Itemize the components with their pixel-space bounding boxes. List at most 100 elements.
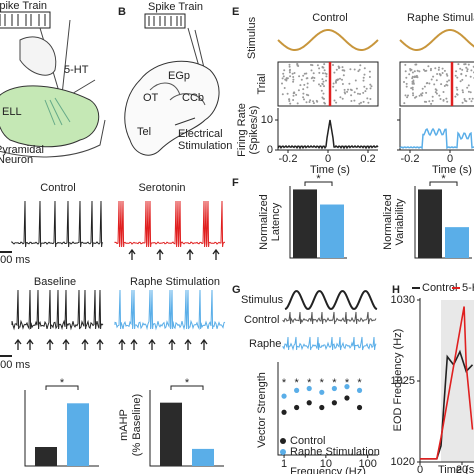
point bbox=[319, 404, 325, 411]
raster-dot bbox=[348, 82, 351, 85]
raster-dot bbox=[298, 75, 301, 78]
legend-marker bbox=[280, 438, 286, 444]
raster-dot bbox=[433, 83, 436, 86]
point bbox=[306, 385, 312, 392]
x-axis-label: Frequency (Hz) bbox=[290, 466, 366, 474]
trace-label: Stimulus bbox=[241, 294, 284, 306]
raster-dot bbox=[312, 72, 315, 75]
raster-dot bbox=[293, 91, 296, 94]
raster-dot bbox=[405, 82, 408, 85]
significance-mark: * bbox=[294, 377, 299, 389]
rate-trace bbox=[277, 119, 379, 150]
raster-dot bbox=[296, 63, 299, 66]
raster-dot bbox=[323, 69, 326, 72]
region-label: Tel bbox=[137, 126, 151, 138]
raster-dot bbox=[303, 98, 305, 101]
raster-dot bbox=[323, 63, 326, 66]
raster-dot bbox=[469, 91, 472, 94]
raster-dot bbox=[318, 67, 321, 70]
x-tick-label: 10 bbox=[320, 458, 332, 470]
label: (Spikes/s) bbox=[248, 106, 260, 155]
significance-bracket bbox=[45, 385, 79, 390]
raster-dot bbox=[443, 69, 446, 72]
y-axis-label: Normalized bbox=[258, 194, 270, 250]
raster-dot bbox=[445, 73, 448, 76]
raster-dot bbox=[440, 83, 443, 86]
raster-dot bbox=[282, 72, 285, 75]
stim-arrow bbox=[148, 338, 156, 350]
raster-dot bbox=[302, 88, 305, 91]
raster-dot bbox=[320, 89, 323, 92]
raster-dot bbox=[292, 76, 295, 78]
raster-dot bbox=[439, 73, 442, 76]
illustration-label: Neuron bbox=[0, 154, 33, 166]
illustration-label: Stimulation bbox=[178, 140, 232, 152]
raster-dot bbox=[288, 65, 291, 68]
raster-dot bbox=[346, 90, 349, 93]
raster-dot bbox=[448, 79, 450, 82]
raster-dot bbox=[343, 69, 346, 72]
raster-dot bbox=[461, 78, 464, 81]
scale-label: 100 ms bbox=[0, 254, 31, 266]
raster-dot bbox=[467, 84, 470, 87]
voltage-trace bbox=[282, 336, 377, 351]
raster-dot bbox=[337, 78, 340, 81]
x-tick-label: 1 bbox=[281, 458, 287, 470]
raster-dot bbox=[446, 84, 449, 87]
raster-dot bbox=[441, 72, 444, 74]
raster-dot bbox=[425, 82, 428, 85]
stim-arrow bbox=[184, 338, 192, 350]
raster-dot bbox=[353, 91, 356, 94]
voltage-trace bbox=[11, 200, 104, 248]
raster-dot bbox=[435, 92, 438, 95]
raster-dot bbox=[322, 72, 324, 75]
raster-dot bbox=[350, 94, 353, 97]
raster-dot bbox=[363, 85, 366, 88]
raster-dot bbox=[322, 92, 325, 95]
illustration-label: Spike Train bbox=[0, 0, 47, 12]
raster-dot bbox=[409, 69, 412, 72]
raster-dot bbox=[446, 100, 449, 103]
y-tick-label: 1020 bbox=[391, 456, 415, 468]
trace-label: Raphe bbox=[249, 338, 281, 350]
raster-dot bbox=[338, 67, 340, 69]
raster-dot bbox=[461, 89, 464, 92]
raster-dot bbox=[406, 96, 409, 99]
raster-dot bbox=[369, 83, 372, 86]
x-tick-label: -0.2 bbox=[279, 153, 298, 165]
raster-dot bbox=[319, 85, 322, 87]
point bbox=[319, 389, 325, 395]
raster-dot bbox=[341, 83, 344, 85]
raster-dot bbox=[362, 79, 365, 82]
panel-label: G bbox=[232, 284, 241, 296]
raster-dot bbox=[405, 85, 408, 88]
point bbox=[356, 387, 363, 393]
raster-dot bbox=[454, 74, 457, 77]
raster-dot bbox=[468, 97, 471, 100]
raster-dot bbox=[467, 90, 470, 93]
significance-bracket bbox=[429, 181, 458, 186]
raster-dot bbox=[302, 96, 305, 99]
raster-dot bbox=[349, 68, 352, 71]
raster-dot bbox=[446, 74, 449, 77]
y-axis-label: Latency bbox=[270, 202, 282, 241]
raster-dot bbox=[365, 87, 368, 90]
stim-arrow bbox=[96, 338, 104, 350]
raster-dot bbox=[428, 100, 431, 103]
raster-dot bbox=[445, 97, 448, 100]
raster-dot bbox=[411, 88, 414, 91]
raster-dot bbox=[333, 99, 336, 102]
y-axis-label: EOD Frequency (Hz) bbox=[392, 329, 404, 432]
x-axis-label: Time (s) bbox=[438, 464, 474, 474]
bar bbox=[418, 189, 442, 258]
raster-dot bbox=[335, 81, 337, 84]
raster-dot bbox=[339, 77, 341, 80]
x-tick-label: 0.2 bbox=[360, 153, 375, 165]
raster-dot bbox=[441, 67, 444, 70]
x-tick-label: 0 bbox=[325, 153, 331, 165]
raster-dot bbox=[429, 69, 432, 72]
trace-title: Control bbox=[40, 182, 75, 194]
legend-marker bbox=[280, 449, 286, 455]
raster-dot bbox=[463, 98, 466, 100]
